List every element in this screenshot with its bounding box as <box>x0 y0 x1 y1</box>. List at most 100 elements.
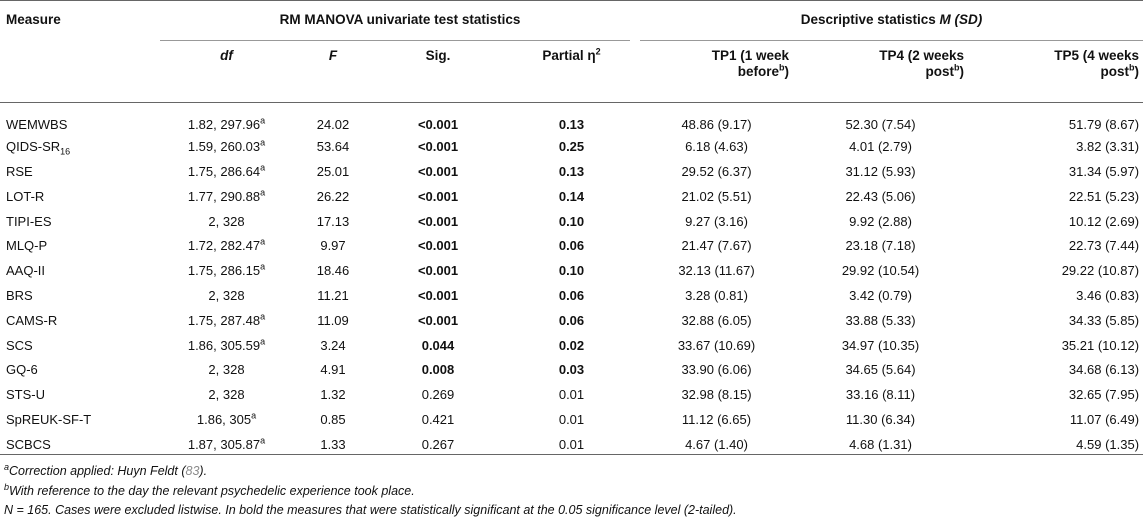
f-cell: 9.97 <box>320 238 346 254</box>
df-cell: 1.87, 305.87a <box>187 435 266 452</box>
measure-cell: QIDS-SR16 <box>6 139 71 157</box>
eta-cell: 0.10 <box>558 263 585 279</box>
measure-cell: STS-U <box>6 387 45 403</box>
tp5-cell: 10.12 (2.69) <box>1068 213 1140 229</box>
tp4-cell: 4.01 (2.79) <box>849 139 912 155</box>
measure-cell: LOT-R <box>6 188 45 204</box>
f-cell: 53.64 <box>316 139 350 155</box>
tp1-cell: 6.18 (4.63) <box>685 139 748 155</box>
eta-cell: 0.25 <box>558 139 585 155</box>
sig-cell: <0.001 <box>417 213 459 229</box>
df-cell: 1.86, 305.59a <box>187 336 266 353</box>
eta-cell: 0.14 <box>558 188 585 204</box>
tp4-cell: 33.16 (8.11) <box>845 387 916 403</box>
tp4-cell: 52.30 (7.54) <box>845 117 916 133</box>
table-row: SpREUK-SF-T 1.86, 305a 0.85 0.421 0.01 11.12 … <box>0 408 1143 433</box>
eta-cell: 0.03 <box>558 362 585 378</box>
tp1-cell: 33.67 (10.69) <box>677 337 756 353</box>
tp5-cell: 35.21 (10.12) <box>1061 337 1140 353</box>
df-cell: 2, 328 <box>208 287 245 303</box>
measure-cell: MLQ-P <box>6 238 48 254</box>
tp5-cell: 3.82 (3.31) <box>1076 139 1140 155</box>
df-cell: 1.72, 282.47a <box>187 237 266 254</box>
tp4-header: TP4 (2 weeks postb) <box>879 48 964 79</box>
f-cell: 3.24 <box>320 337 346 353</box>
tp5-cell: 11.07 (6.49) <box>1069 411 1140 427</box>
tp1-header: TP1 (1 week beforeb) <box>711 48 789 79</box>
table-row: RSE 1.75, 286.64a 25.01 <0.001 0.13 29.52 (6.… <box>0 160 1143 185</box>
tp1-cell: 3.28 (0.81) <box>685 287 748 303</box>
tp4-cell: 34.97 (10.35) <box>841 337 920 353</box>
blank-header <box>0 40 160 110</box>
tp4-cell: 11.30 (6.34) <box>845 411 916 427</box>
sig-cell: <0.001 <box>417 287 459 303</box>
table-footnotes: aCorrection applied: Huyn Feldt (83). bW… <box>4 462 737 521</box>
eta-cell: 0.10 <box>558 213 585 229</box>
measure-cell: RSE <box>6 163 33 179</box>
table-row: WEMWBS 1.82, 297.96a 24.02 <0.001 0.13 48.86 … <box>0 110 1143 135</box>
df-cell: 1.75, 286.64a <box>187 162 266 179</box>
f-cell: 11.09 <box>317 312 349 328</box>
sig-cell: <0.001 <box>417 117 459 133</box>
results-table: Measure RM MANOVA univariate test statis… <box>0 12 1143 457</box>
tp5-header: TP5 (4 weeks postb) <box>1054 48 1140 79</box>
tp1-cell: 21.47 (7.67) <box>681 238 752 254</box>
eta-header: Partial η2 <box>542 46 601 63</box>
sig-cell: <0.001 <box>417 139 459 155</box>
group-rule-right <box>640 40 1143 41</box>
table-row: SCS 1.86, 305.59a 3.24 0.044 0.02 33.67 (10.6… <box>0 333 1143 358</box>
tp5-cell: 51.79 (8.67) <box>1068 117 1140 133</box>
tp1-cell: 32.88 (6.05) <box>681 312 752 328</box>
tp5-cell: 22.51 (5.23) <box>1068 188 1140 204</box>
header-row-columns: df F Sig. Partial η2 TP1 (1 week beforeb)… <box>0 40 1143 110</box>
manova-group-header: RM MANOVA univariate test statistics <box>279 12 521 27</box>
tp4-cell: 29.92 (10.54) <box>841 263 920 279</box>
tp1-cell: 29.52 (6.37) <box>681 163 752 179</box>
tp4-cell: 9.92 (2.88) <box>849 213 912 229</box>
eta-cell: 0.06 <box>558 287 585 303</box>
measure-cell: SCS <box>6 337 33 353</box>
top-rule <box>0 0 1143 1</box>
df-cell: 2, 328 <box>208 387 245 403</box>
f-cell: 17.13 <box>316 213 350 229</box>
tp5-cell: 34.33 (5.85) <box>1068 312 1140 328</box>
sig-cell: 0.008 <box>421 362 455 378</box>
f-cell: 1.32 <box>320 387 346 403</box>
tp1-cell: 32.98 (8.15) <box>681 387 752 403</box>
table-row: LOT-R 1.77, 290.88a 26.22 <0.001 0.14 21.02 (… <box>0 184 1143 209</box>
df-cell: 1.82, 297.96a <box>187 116 266 133</box>
tp5-cell: 3.46 (0.83) <box>1076 287 1140 303</box>
tp4-cell: 3.42 (0.79) <box>849 287 912 303</box>
df-header: df <box>220 48 233 63</box>
df-cell: 1.75, 286.15a <box>187 261 266 279</box>
sig-cell: <0.001 <box>417 263 459 279</box>
tp1-cell: 48.86 (9.17) <box>681 117 752 133</box>
tp4-cell: 23.18 (7.18) <box>845 238 916 254</box>
sig-cell: 0.044 <box>421 337 455 353</box>
tp4-cell: 34.65 (5.64) <box>845 362 916 378</box>
df-cell: 1.75, 287.48a <box>187 311 266 328</box>
measure-cell: TIPI-ES <box>6 213 52 229</box>
tp1-cell: 21.02 (5.51) <box>681 188 752 204</box>
f-cell: 1.33 <box>320 436 346 452</box>
eta-cell: 0.06 <box>558 238 585 254</box>
footnote-a: aCorrection applied: Huyn Feldt (83). <box>4 461 208 478</box>
sig-header: Sig. <box>425 48 451 63</box>
footnote-n: N = 165. Cases were excluded listwise. I… <box>4 503 737 517</box>
sig-cell: <0.001 <box>417 312 459 328</box>
descriptive-group-header: Descriptive statistics M (SD) <box>800 12 983 27</box>
tp1-cell: 4.67 (1.40) <box>685 436 748 452</box>
eta-cell: 0.02 <box>558 337 585 353</box>
sig-cell: 0.421 <box>421 411 455 427</box>
tp1-cell: 9.27 (3.16) <box>685 213 748 229</box>
header-rule <box>0 102 1143 103</box>
sig-cell: 0.269 <box>421 387 455 403</box>
tp5-cell: 34.68 (6.13) <box>1068 362 1140 378</box>
table-row: BRS 2, 328 11.21 <0.001 0.06 3.28 (0.81) 3.42 … <box>0 284 1143 309</box>
eta-cell: 0.13 <box>558 163 585 179</box>
df-cell: 2, 328 <box>208 362 245 378</box>
table-row: SCBCS 1.87, 305.87a 1.33 0.267 0.01 4.67 (1.4… <box>0 432 1143 457</box>
table-body: WEMWBS 1.82, 297.96a 24.02 <0.001 0.13 48.86 … <box>0 110 1143 457</box>
sig-cell: <0.001 <box>417 188 459 204</box>
